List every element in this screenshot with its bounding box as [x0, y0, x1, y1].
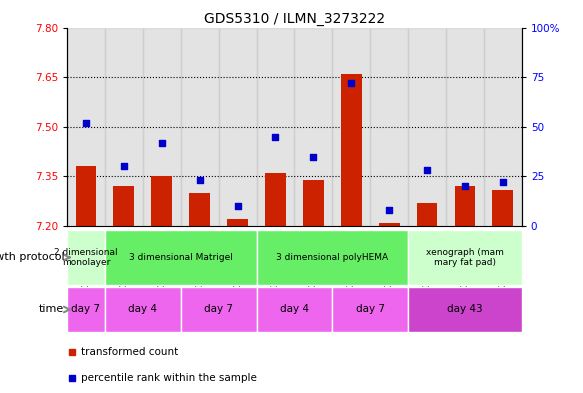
- Text: day 43: day 43: [447, 305, 483, 314]
- Text: day 4: day 4: [280, 305, 309, 314]
- Bar: [332, 287, 408, 332]
- Bar: [370, 28, 408, 226]
- Bar: [181, 28, 219, 226]
- Bar: [219, 28, 257, 226]
- Bar: [105, 287, 181, 332]
- Bar: [446, 28, 484, 226]
- Point: [195, 177, 205, 184]
- Text: 3 dimensional Matrigel: 3 dimensional Matrigel: [129, 253, 233, 262]
- Point: [157, 140, 167, 146]
- Bar: [417, 203, 437, 226]
- Bar: [257, 287, 332, 332]
- Point: [385, 207, 394, 213]
- Bar: [67, 287, 105, 332]
- Bar: [332, 28, 370, 226]
- Bar: [408, 230, 522, 285]
- Text: time: time: [39, 305, 64, 314]
- Bar: [408, 28, 446, 226]
- Bar: [341, 74, 361, 226]
- Point: [233, 203, 243, 209]
- Text: percentile rank within the sample: percentile rank within the sample: [80, 373, 257, 383]
- Text: 3 dimensional polyHEMA: 3 dimensional polyHEMA: [276, 253, 388, 262]
- Bar: [152, 176, 172, 226]
- Text: growth protocol: growth protocol: [0, 252, 64, 263]
- Title: GDS5310 / ILMN_3273222: GDS5310 / ILMN_3273222: [204, 13, 385, 26]
- Bar: [455, 186, 475, 226]
- Bar: [181, 287, 257, 332]
- Bar: [227, 219, 248, 226]
- Bar: [294, 28, 332, 226]
- Text: transformed count: transformed count: [80, 347, 178, 357]
- Point: [308, 153, 318, 160]
- Bar: [408, 287, 522, 332]
- Bar: [76, 166, 96, 226]
- Point: [346, 80, 356, 86]
- Bar: [105, 28, 143, 226]
- Bar: [257, 230, 408, 285]
- Point: [498, 179, 507, 185]
- Bar: [67, 28, 105, 226]
- Text: day 7: day 7: [356, 305, 385, 314]
- Point: [119, 163, 128, 170]
- Bar: [257, 28, 294, 226]
- Bar: [189, 193, 210, 226]
- Bar: [265, 173, 286, 226]
- Bar: [484, 28, 522, 226]
- Point: [82, 119, 91, 126]
- Point: [422, 167, 431, 174]
- Text: xenograph (mam
mary fat pad): xenograph (mam mary fat pad): [426, 248, 504, 267]
- Text: day 4: day 4: [128, 305, 157, 314]
- Text: day 7: day 7: [204, 305, 233, 314]
- Bar: [67, 230, 105, 285]
- Bar: [379, 223, 399, 226]
- Bar: [114, 186, 134, 226]
- Point: [271, 134, 280, 140]
- Text: day 7: day 7: [72, 305, 100, 314]
- Bar: [143, 28, 181, 226]
- Text: 2 dimensional
monolayer: 2 dimensional monolayer: [54, 248, 118, 267]
- Bar: [493, 189, 513, 226]
- Point: [460, 183, 469, 189]
- Bar: [105, 230, 257, 285]
- Bar: [303, 180, 324, 226]
